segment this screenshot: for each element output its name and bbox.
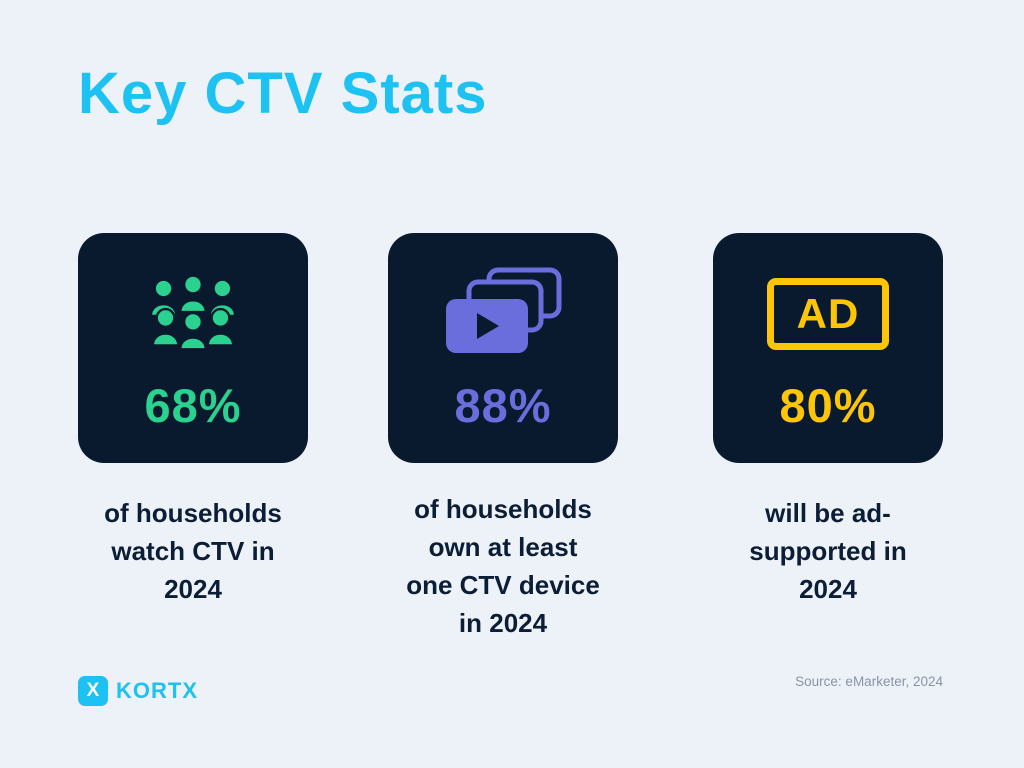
kortx-logo-icon: X: [78, 676, 108, 706]
page-title: Key CTV Stats: [78, 61, 488, 126]
source-attribution: Source: eMarketer, 2024: [795, 674, 943, 689]
stat-card-households-own-device: 88%: [388, 233, 618, 463]
stat-card-households-watch: 68%: [78, 233, 308, 463]
ad-badge-icon: AD: [767, 264, 889, 364]
ctv-video-cards-play-icon: [441, 264, 565, 364]
stat-caption-households-watch: of households watch CTV in 2024: [104, 498, 282, 604]
audience-people-icon: [142, 264, 244, 364]
stat-value: 80%: [779, 378, 877, 432]
stat-caption-households-own-device: of households own at least one CTV devic…: [406, 494, 600, 638]
ad-badge-label: AD: [767, 277, 889, 350]
stat-caption-ad-supported: will be ad- supported in 2024: [749, 498, 907, 604]
kortx-logo: X KORTX: [78, 676, 198, 706]
stat-card-ad-supported: AD 80%: [713, 233, 943, 463]
kortx-logo-text: KORTX: [116, 678, 198, 703]
stat-value: 88%: [454, 378, 552, 432]
stat-value: 68%: [144, 378, 242, 432]
